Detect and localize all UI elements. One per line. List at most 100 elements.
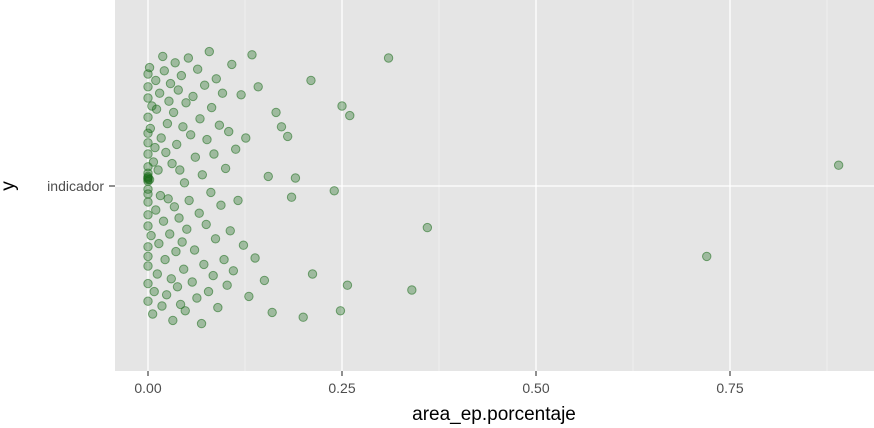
data-point	[172, 282, 183, 292]
x-axis-title: area_ep.porcentaje	[412, 404, 576, 425]
y-axis: indicador	[47, 178, 115, 194]
data-point	[267, 307, 277, 318]
data-point	[165, 78, 176, 89]
data-point	[143, 251, 153, 262]
data-point	[148, 157, 159, 167]
data-point	[236, 90, 246, 100]
data-point	[187, 277, 197, 287]
data-point	[177, 237, 187, 247]
data-point	[161, 147, 171, 158]
data-point	[298, 312, 308, 322]
y-tick-label: indicador	[47, 178, 104, 194]
x-axis: 0.00 0.25 0.50 0.75	[134, 371, 744, 396]
data-point	[143, 197, 153, 207]
data-point	[143, 112, 153, 122]
data-point	[195, 114, 205, 124]
data-point	[154, 238, 164, 249]
data-point	[217, 88, 228, 98]
data-point	[152, 269, 163, 279]
data-point	[143, 261, 153, 271]
data-point	[181, 98, 191, 108]
data-point	[219, 254, 229, 265]
data-point	[179, 178, 190, 188]
data-point	[147, 309, 158, 319]
data-point	[143, 93, 153, 103]
data-point	[213, 302, 223, 313]
data-point	[160, 254, 170, 265]
data-point	[259, 275, 270, 286]
data-point	[144, 174, 155, 185]
data-point	[168, 107, 179, 118]
data-point	[144, 62, 155, 73]
data-point	[146, 230, 156, 241]
data-point	[241, 133, 251, 143]
data-point	[201, 219, 211, 230]
data-point	[702, 251, 712, 262]
data-point	[185, 130, 196, 140]
data-point	[206, 102, 217, 113]
data-point	[165, 229, 175, 239]
data-point	[199, 80, 210, 90]
data-point	[194, 208, 204, 218]
data-point	[202, 134, 212, 145]
data-point	[250, 253, 260, 263]
data-point	[171, 246, 181, 257]
data-point	[184, 195, 194, 206]
data-point	[271, 107, 281, 118]
data-point	[156, 133, 166, 143]
data-point	[174, 213, 184, 223]
data-point	[143, 189, 153, 199]
data-point	[143, 242, 153, 252]
data-point	[147, 101, 157, 111]
x-tick-label: 0.50	[522, 380, 549, 396]
data-point	[263, 171, 273, 182]
x-tick-label: 0.25	[328, 380, 355, 396]
data-point	[282, 131, 293, 142]
data-point	[203, 286, 214, 297]
data-point	[220, 163, 231, 174]
data-point	[238, 240, 249, 250]
data-point	[214, 120, 225, 130]
data-point	[206, 187, 216, 198]
data-point	[228, 266, 239, 276]
data-point	[208, 270, 218, 281]
data-point	[224, 126, 234, 137]
data-point	[197, 170, 208, 180]
data-point	[143, 278, 153, 289]
data-point	[164, 96, 174, 106]
data-point	[143, 128, 153, 138]
data-point	[170, 58, 180, 68]
data-point	[209, 149, 219, 159]
data-point	[192, 293, 202, 303]
data-point	[178, 122, 188, 132]
data-point	[175, 165, 185, 175]
data-point	[230, 144, 241, 154]
data-point	[183, 53, 194, 63]
data-point	[143, 138, 153, 148]
data-point	[150, 142, 160, 153]
y-axis-title: y	[0, 181, 19, 191]
data-point	[155, 190, 166, 201]
data-point	[166, 274, 176, 284]
data-point	[329, 186, 339, 196]
x-tick-label: 0.75	[716, 380, 743, 396]
data-point	[407, 285, 417, 295]
data-point	[335, 306, 346, 316]
data-point	[307, 269, 318, 279]
data-point	[161, 290, 172, 300]
data-point	[145, 123, 156, 134]
data-point	[178, 264, 189, 274]
data-point	[253, 82, 263, 92]
data-point	[422, 222, 433, 233]
data-point	[227, 59, 237, 70]
data-point	[143, 221, 153, 231]
data-point	[169, 202, 180, 212]
data-point	[180, 306, 190, 316]
data-point	[342, 280, 353, 290]
data-point	[190, 152, 201, 162]
data-point	[149, 286, 159, 297]
data-point	[337, 101, 347, 111]
data-point	[383, 53, 394, 63]
data-point	[168, 315, 178, 326]
